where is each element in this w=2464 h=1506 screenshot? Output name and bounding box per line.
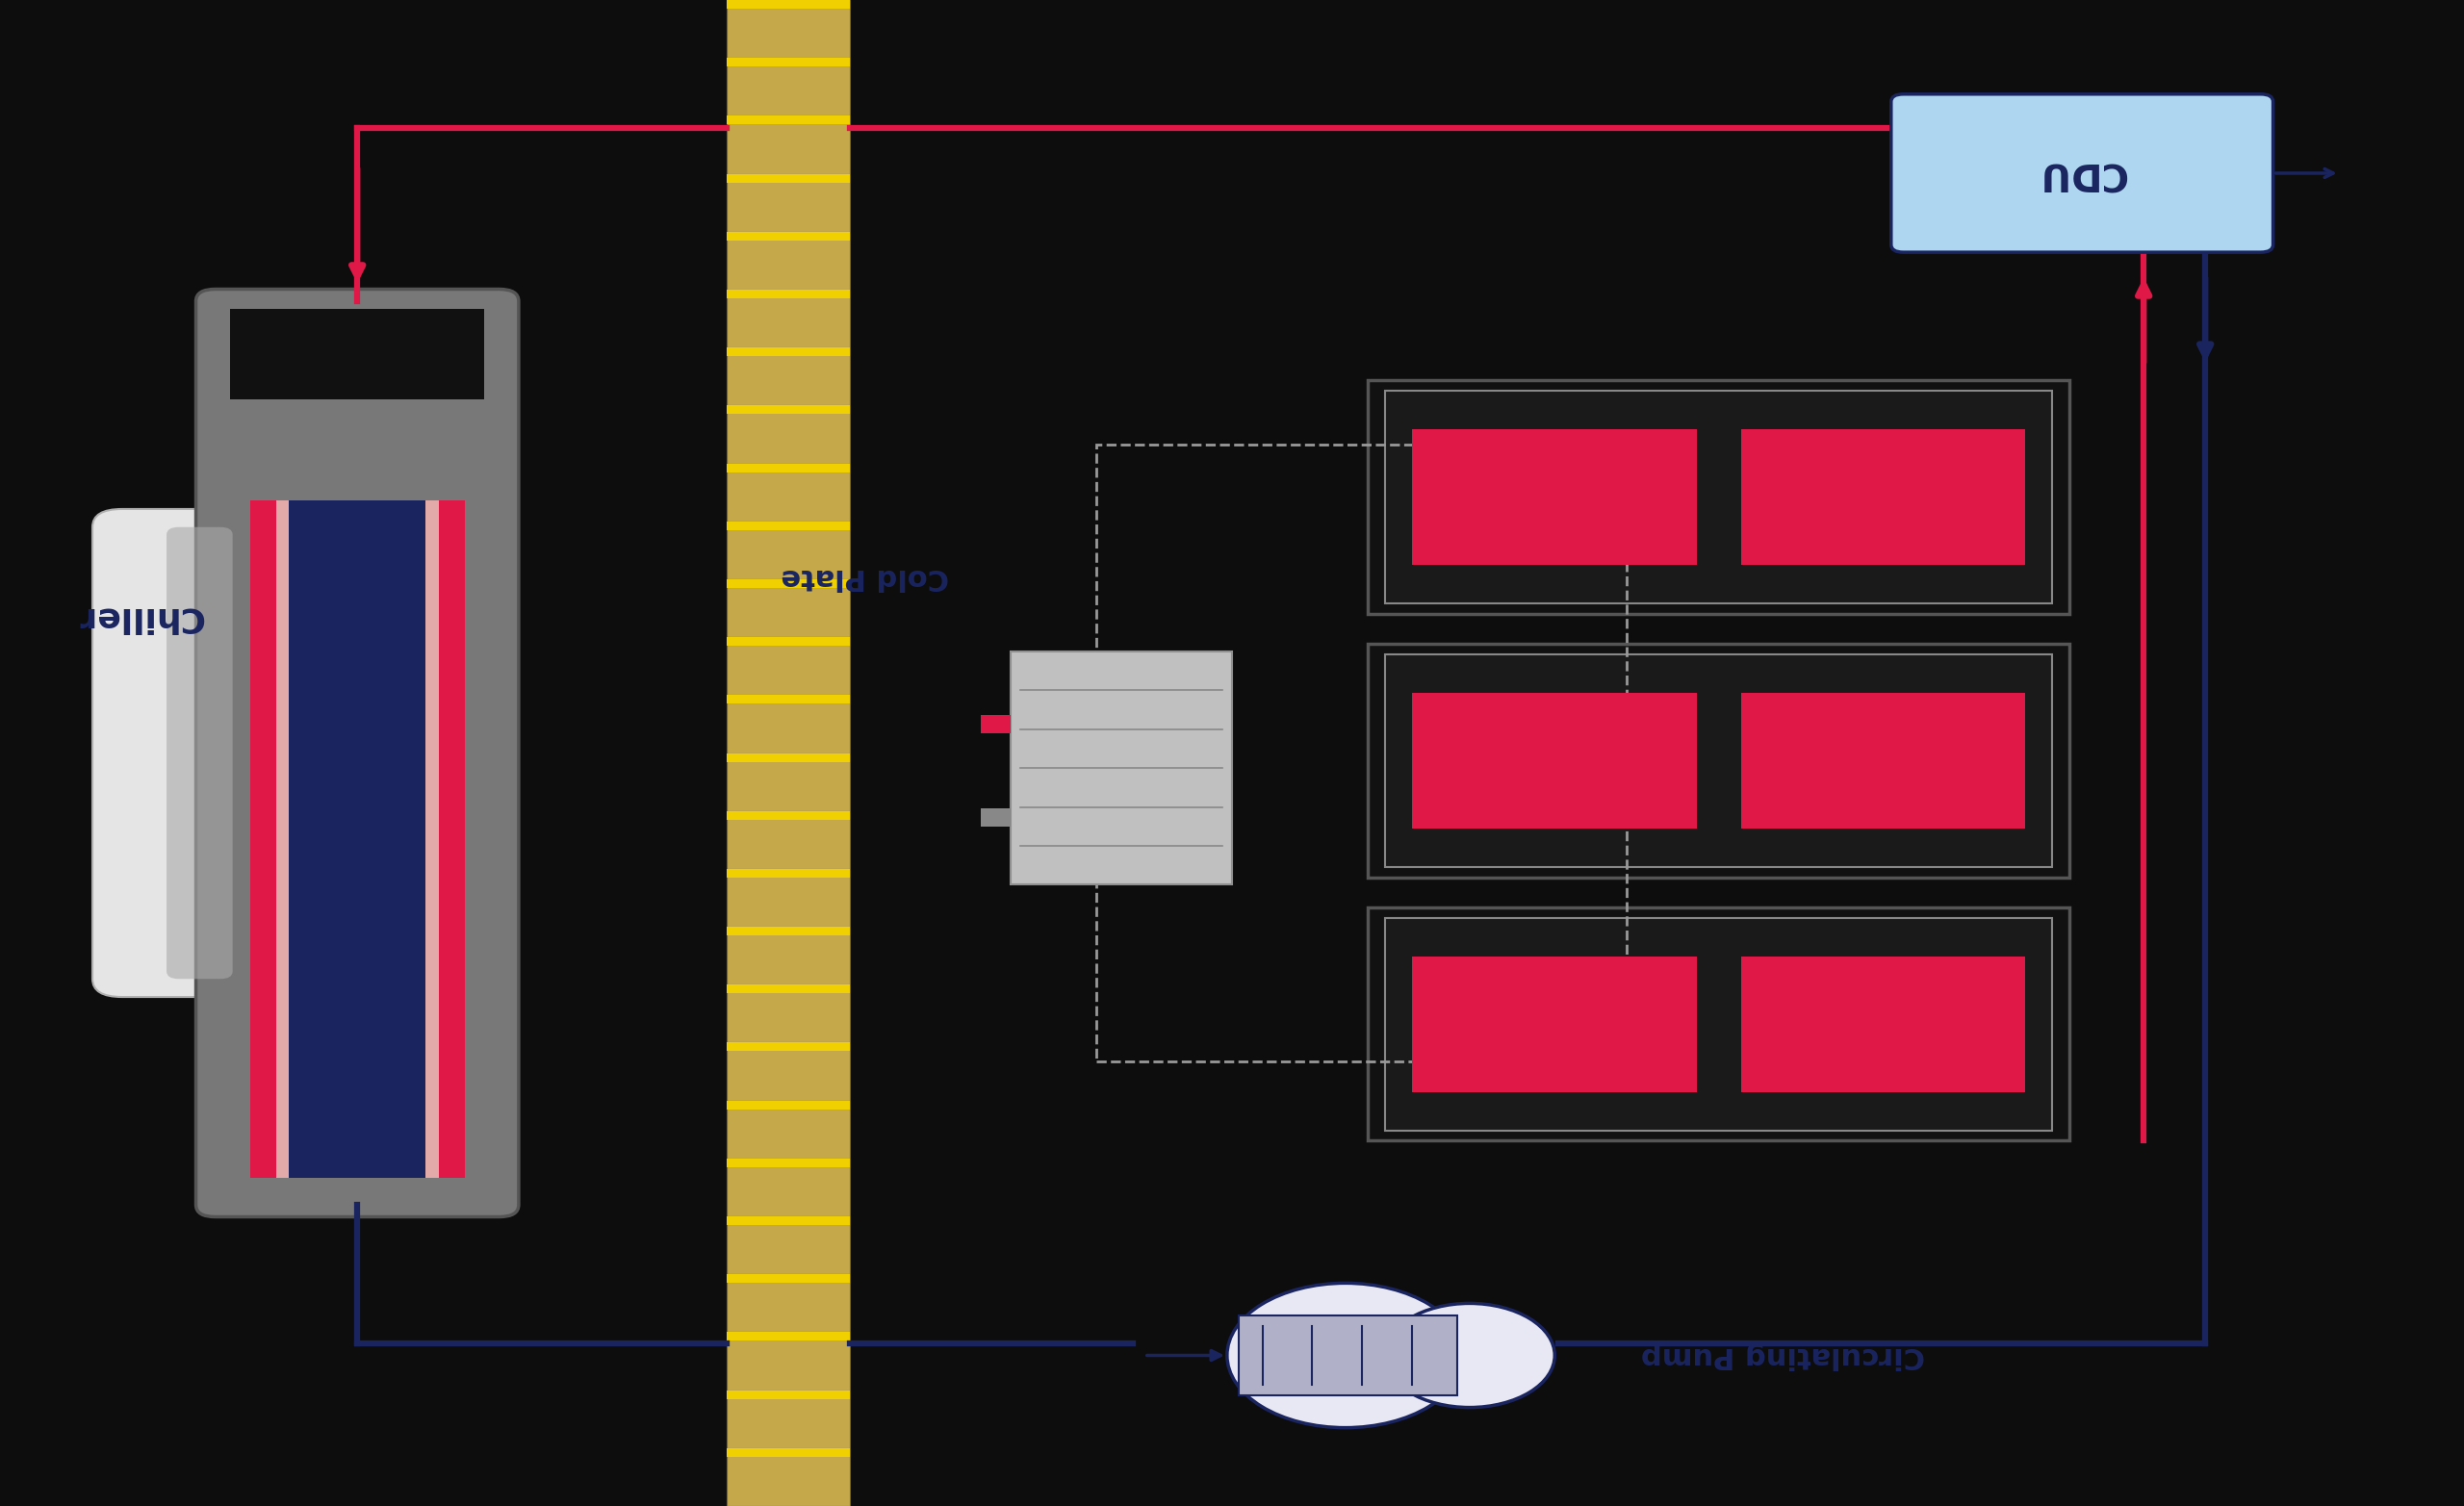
Bar <box>727 580 850 587</box>
Bar <box>727 405 850 414</box>
Bar <box>727 810 850 869</box>
Bar <box>1412 429 1698 565</box>
Bar <box>727 1158 850 1167</box>
Bar <box>727 696 850 753</box>
Bar <box>727 521 850 530</box>
Text: CDU: CDU <box>2038 155 2126 191</box>
Bar <box>1368 645 2070 878</box>
Bar <box>1368 381 2070 614</box>
Bar <box>1385 919 2053 1130</box>
Bar <box>727 926 850 985</box>
Bar <box>276 500 288 1178</box>
Bar <box>981 715 1010 733</box>
Bar <box>727 173 850 232</box>
Bar <box>727 869 850 878</box>
Bar <box>251 500 276 1178</box>
Bar <box>727 1101 850 1158</box>
Bar <box>727 521 850 580</box>
Text: Chiller: Chiller <box>76 601 202 634</box>
Bar <box>727 405 850 464</box>
Bar <box>426 500 439 1178</box>
Bar <box>1742 693 2025 828</box>
Bar <box>727 232 850 289</box>
Bar <box>1368 908 2070 1142</box>
Bar <box>727 753 850 810</box>
Bar <box>727 1217 850 1274</box>
Text: Cold Plate: Cold Plate <box>781 563 949 592</box>
Circle shape <box>1385 1303 1555 1408</box>
Bar <box>232 309 483 399</box>
Bar <box>1412 956 1698 1092</box>
Bar <box>727 289 850 348</box>
Bar <box>727 464 850 471</box>
Bar <box>1742 956 2025 1092</box>
Bar <box>288 500 426 1178</box>
Bar <box>1239 1316 1459 1395</box>
Bar <box>727 1042 850 1101</box>
Bar <box>727 696 850 703</box>
Bar <box>727 869 850 926</box>
Bar <box>981 809 1010 827</box>
Bar <box>727 0 850 9</box>
Bar <box>727 985 850 994</box>
Bar <box>1385 392 2053 604</box>
Bar <box>727 1042 850 1051</box>
Bar <box>1742 429 2025 565</box>
Bar <box>727 57 850 66</box>
Bar <box>439 500 463 1178</box>
Bar <box>727 637 850 646</box>
Bar <box>727 1217 850 1224</box>
Bar <box>727 1390 850 1399</box>
Bar <box>727 753 850 762</box>
Bar <box>727 116 850 125</box>
Bar <box>1412 693 1698 828</box>
Bar <box>1010 652 1232 886</box>
Bar <box>727 348 850 357</box>
Bar <box>727 116 850 173</box>
Bar <box>727 985 850 1042</box>
Bar <box>727 1333 850 1340</box>
Bar <box>1385 655 2053 867</box>
Text: Circulating Pump: Circulating Pump <box>1641 1342 1924 1369</box>
Bar <box>727 1274 850 1333</box>
Bar <box>727 637 850 696</box>
Bar <box>727 810 850 819</box>
Bar <box>727 1449 850 1506</box>
Bar <box>727 1333 850 1390</box>
FancyBboxPatch shape <box>197 289 520 1217</box>
Bar <box>727 580 850 637</box>
Bar <box>1096 444 1626 1062</box>
FancyBboxPatch shape <box>91 509 256 997</box>
Circle shape <box>1227 1283 1464 1428</box>
Bar <box>727 926 850 935</box>
FancyBboxPatch shape <box>168 527 232 979</box>
Bar <box>727 232 850 241</box>
Bar <box>727 464 850 521</box>
Bar <box>727 1449 850 1456</box>
Bar <box>727 173 850 182</box>
FancyBboxPatch shape <box>1892 95 2272 253</box>
Bar <box>727 348 850 405</box>
Bar <box>727 1158 850 1217</box>
Bar <box>727 57 850 116</box>
Bar <box>727 1101 850 1110</box>
Bar <box>727 0 850 57</box>
Bar <box>727 1390 850 1449</box>
Bar <box>727 1274 850 1283</box>
Bar <box>727 289 850 298</box>
